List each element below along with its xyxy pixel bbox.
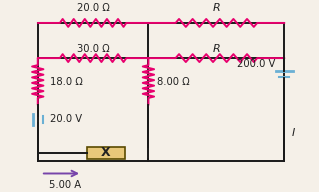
Text: 8.00 Ω: 8.00 Ω <box>157 77 190 87</box>
Text: 18.0 Ω: 18.0 Ω <box>50 77 83 87</box>
Text: 20.0 Ω: 20.0 Ω <box>77 3 109 13</box>
FancyBboxPatch shape <box>87 147 125 159</box>
Text: 20.0 V: 20.0 V <box>50 114 83 124</box>
Text: 200.0 V: 200.0 V <box>237 59 275 69</box>
Text: X: X <box>101 146 111 159</box>
Text: R: R <box>212 44 220 54</box>
Text: R: R <box>212 3 220 13</box>
Text: 5.00 A: 5.00 A <box>48 180 81 190</box>
Text: 30.0 Ω: 30.0 Ω <box>77 44 109 54</box>
Text: I: I <box>291 128 295 138</box>
